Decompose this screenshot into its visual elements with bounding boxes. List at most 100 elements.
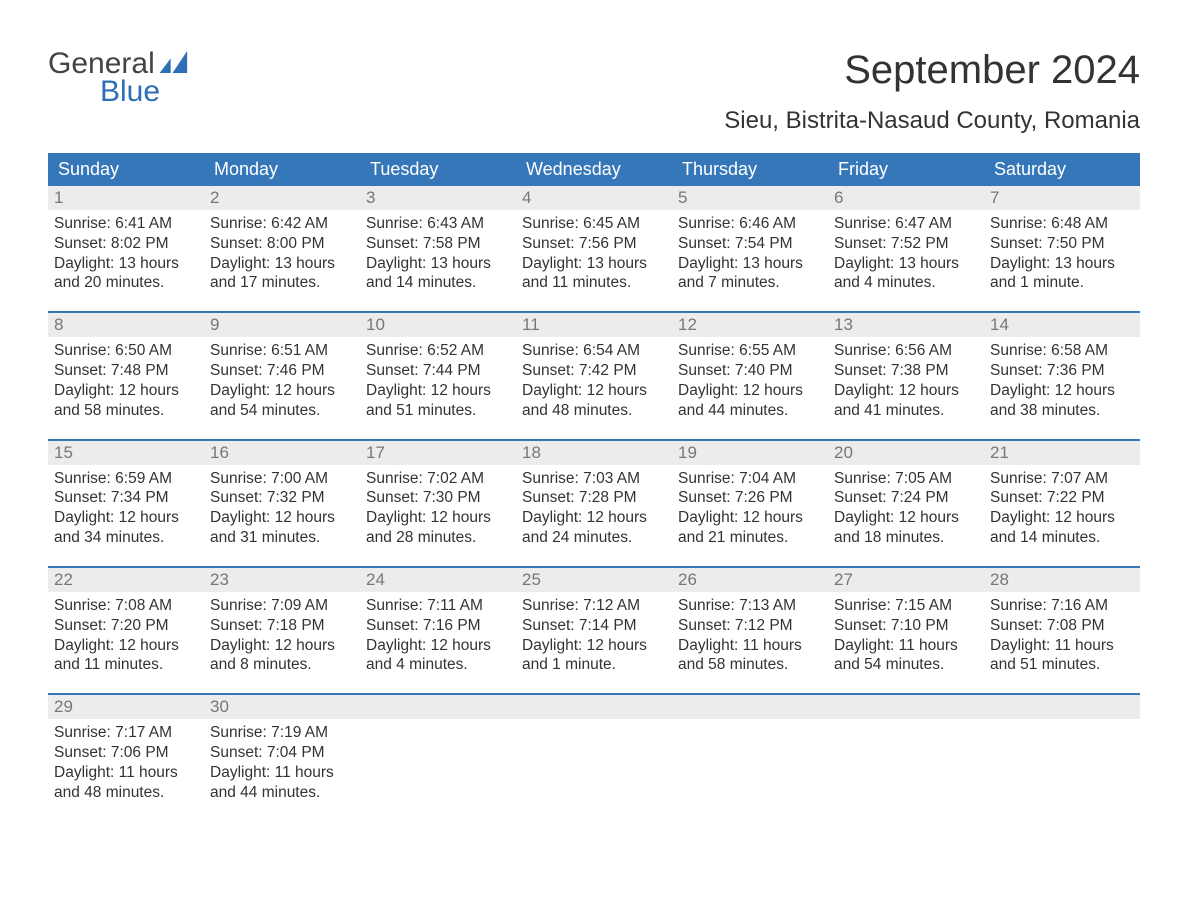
sunrise-line: Sunrise: 6:46 AM xyxy=(678,214,822,234)
day-header: Thursday xyxy=(672,153,828,186)
calendar-day-cell: 17Sunrise: 7:02 AMSunset: 7:30 PMDayligh… xyxy=(360,441,516,554)
calendar-day-cell: 24Sunrise: 7:11 AMSunset: 7:16 PMDayligh… xyxy=(360,568,516,681)
sunset-line: Sunset: 7:42 PM xyxy=(522,361,666,381)
sunrise-line: Sunrise: 7:15 AM xyxy=(834,596,978,616)
page-header: General Blue September 2024 Sieu, Bistri… xyxy=(48,48,1140,135)
daylight-line: Daylight: 11 hours and 51 minutes. xyxy=(990,636,1134,676)
day-body: Sunrise: 6:58 AMSunset: 7:36 PMDaylight:… xyxy=(984,337,1140,426)
sunset-line: Sunset: 7:22 PM xyxy=(990,488,1134,508)
calendar-day-cell: 8Sunrise: 6:50 AMSunset: 7:48 PMDaylight… xyxy=(48,313,204,426)
calendar-day-cell: 7Sunrise: 6:48 AMSunset: 7:50 PMDaylight… xyxy=(984,186,1140,299)
day-body: Sunrise: 7:15 AMSunset: 7:10 PMDaylight:… xyxy=(828,592,984,681)
day-body: Sunrise: 6:50 AMSunset: 7:48 PMDaylight:… xyxy=(48,337,204,426)
day-number: 22 xyxy=(48,568,204,592)
day-number: 1 xyxy=(48,186,204,210)
sunset-line: Sunset: 8:02 PM xyxy=(54,234,198,254)
day-header: Friday xyxy=(828,153,984,186)
day-body: Sunrise: 7:13 AMSunset: 7:12 PMDaylight:… xyxy=(672,592,828,681)
sunrise-line: Sunrise: 7:00 AM xyxy=(210,469,354,489)
daylight-line: Daylight: 12 hours and 18 minutes. xyxy=(834,508,978,548)
daylight-line: Daylight: 12 hours and 8 minutes. xyxy=(210,636,354,676)
sunrise-line: Sunrise: 6:54 AM xyxy=(522,341,666,361)
sunrise-line: Sunrise: 7:12 AM xyxy=(522,596,666,616)
calendar-week: 8Sunrise: 6:50 AMSunset: 7:48 PMDaylight… xyxy=(48,311,1140,426)
brand-bottom-text: Blue xyxy=(48,76,197,108)
day-number: 29 xyxy=(48,695,204,719)
calendar-day-cell: 13Sunrise: 6:56 AMSunset: 7:38 PMDayligh… xyxy=(828,313,984,426)
calendar-day-cell: . xyxy=(516,695,672,808)
daylight-line: Daylight: 12 hours and 21 minutes. xyxy=(678,508,822,548)
sunrise-line: Sunrise: 7:07 AM xyxy=(990,469,1134,489)
calendar-day-cell: . xyxy=(984,695,1140,808)
daylight-line: Daylight: 12 hours and 38 minutes. xyxy=(990,381,1134,421)
day-number: . xyxy=(672,695,828,719)
day-body: Sunrise: 6:42 AMSunset: 8:00 PMDaylight:… xyxy=(204,210,360,299)
day-number: 8 xyxy=(48,313,204,337)
daylight-line: Daylight: 11 hours and 48 minutes. xyxy=(54,763,198,803)
daylight-line: Daylight: 13 hours and 1 minute. xyxy=(990,254,1134,294)
calendar-day-cell: 27Sunrise: 7:15 AMSunset: 7:10 PMDayligh… xyxy=(828,568,984,681)
day-body: Sunrise: 6:47 AMSunset: 7:52 PMDaylight:… xyxy=(828,210,984,299)
daylight-line: Daylight: 13 hours and 7 minutes. xyxy=(678,254,822,294)
daylight-line: Daylight: 12 hours and 14 minutes. xyxy=(990,508,1134,548)
daylight-line: Daylight: 12 hours and 24 minutes. xyxy=(522,508,666,548)
sunset-line: Sunset: 7:26 PM xyxy=(678,488,822,508)
sunrise-line: Sunrise: 7:05 AM xyxy=(834,469,978,489)
daylight-line: Daylight: 12 hours and 48 minutes. xyxy=(522,381,666,421)
sunset-line: Sunset: 7:04 PM xyxy=(210,743,354,763)
day-number: 28 xyxy=(984,568,1140,592)
calendar-day-cell: 23Sunrise: 7:09 AMSunset: 7:18 PMDayligh… xyxy=(204,568,360,681)
calendar-week: 29Sunrise: 7:17 AMSunset: 7:06 PMDayligh… xyxy=(48,693,1140,808)
sunset-line: Sunset: 7:28 PM xyxy=(522,488,666,508)
day-number: . xyxy=(516,695,672,719)
calendar-week: 22Sunrise: 7:08 AMSunset: 7:20 PMDayligh… xyxy=(48,566,1140,681)
daylight-line: Daylight: 12 hours and 58 minutes. xyxy=(54,381,198,421)
day-number: 12 xyxy=(672,313,828,337)
day-body: Sunrise: 7:11 AMSunset: 7:16 PMDaylight:… xyxy=(360,592,516,681)
calendar-day-cell: 2Sunrise: 6:42 AMSunset: 8:00 PMDaylight… xyxy=(204,186,360,299)
sunset-line: Sunset: 7:40 PM xyxy=(678,361,822,381)
day-number: 4 xyxy=(516,186,672,210)
day-body: Sunrise: 6:43 AMSunset: 7:58 PMDaylight:… xyxy=(360,210,516,299)
day-body: Sunrise: 6:46 AMSunset: 7:54 PMDaylight:… xyxy=(672,210,828,299)
day-body: Sunrise: 6:55 AMSunset: 7:40 PMDaylight:… xyxy=(672,337,828,426)
daylight-line: Daylight: 13 hours and 17 minutes. xyxy=(210,254,354,294)
calendar-day-cell: 10Sunrise: 6:52 AMSunset: 7:44 PMDayligh… xyxy=(360,313,516,426)
calendar-page: General Blue September 2024 Sieu, Bistri… xyxy=(48,48,1140,809)
calendar-day-cell: 30 Sunrise: 7:19 AMSunset: 7:04 PMDayligh… xyxy=(204,695,360,808)
sunset-line: Sunset: 7:44 PM xyxy=(366,361,510,381)
calendar-day-cell: 3Sunrise: 6:43 AMSunset: 7:58 PMDaylight… xyxy=(360,186,516,299)
sunset-line: Sunset: 7:30 PM xyxy=(366,488,510,508)
sunrise-line: Sunrise: 6:52 AM xyxy=(366,341,510,361)
day-number: 5 xyxy=(672,186,828,210)
day-number: 11 xyxy=(516,313,672,337)
sunrise-line: Sunrise: 6:48 AM xyxy=(990,214,1134,234)
sunrise-line: Sunrise: 7:19 AM xyxy=(210,723,354,743)
calendar-day-cell: 14Sunrise: 6:58 AMSunset: 7:36 PMDayligh… xyxy=(984,313,1140,426)
sunrise-line: Sunrise: 7:02 AM xyxy=(366,469,510,489)
daylight-line: Daylight: 12 hours and 54 minutes. xyxy=(210,381,354,421)
sunset-line: Sunset: 7:16 PM xyxy=(366,616,510,636)
weeks-container: 1Sunrise: 6:41 AMSunset: 8:02 PMDaylight… xyxy=(48,186,1140,809)
sunset-line: Sunset: 7:14 PM xyxy=(522,616,666,636)
day-body: Sunrise: 6:45 AMSunset: 7:56 PMDaylight:… xyxy=(516,210,672,299)
day-number: 9 xyxy=(204,313,360,337)
day-body: Sunrise: 6:59 AMSunset: 7:34 PMDaylight:… xyxy=(48,465,204,554)
calendar-day-cell: 1Sunrise: 6:41 AMSunset: 8:02 PMDaylight… xyxy=(48,186,204,299)
daylight-line: Daylight: 11 hours and 44 minutes. xyxy=(210,763,354,803)
sunset-line: Sunset: 7:38 PM xyxy=(834,361,978,381)
day-body: Sunrise: 7:05 AMSunset: 7:24 PMDaylight:… xyxy=(828,465,984,554)
day-number: 16 xyxy=(204,441,360,465)
sunrise-line: Sunrise: 6:59 AM xyxy=(54,469,198,489)
daylight-line: Daylight: 13 hours and 14 minutes. xyxy=(366,254,510,294)
daylight-line: Daylight: 12 hours and 44 minutes. xyxy=(678,381,822,421)
calendar-grid: SundayMondayTuesdayWednesdayThursdayFrid… xyxy=(48,153,1140,809)
day-number: 10 xyxy=(360,313,516,337)
sunrise-line: Sunrise: 7:04 AM xyxy=(678,469,822,489)
sunset-line: Sunset: 7:46 PM xyxy=(210,361,354,381)
sunset-line: Sunset: 7:32 PM xyxy=(210,488,354,508)
daylight-line: Daylight: 12 hours and 41 minutes. xyxy=(834,381,978,421)
day-body: Sunrise: 7:00 AMSunset: 7:32 PMDaylight:… xyxy=(204,465,360,554)
sunset-line: Sunset: 7:34 PM xyxy=(54,488,198,508)
day-number: 30 xyxy=(204,695,360,719)
